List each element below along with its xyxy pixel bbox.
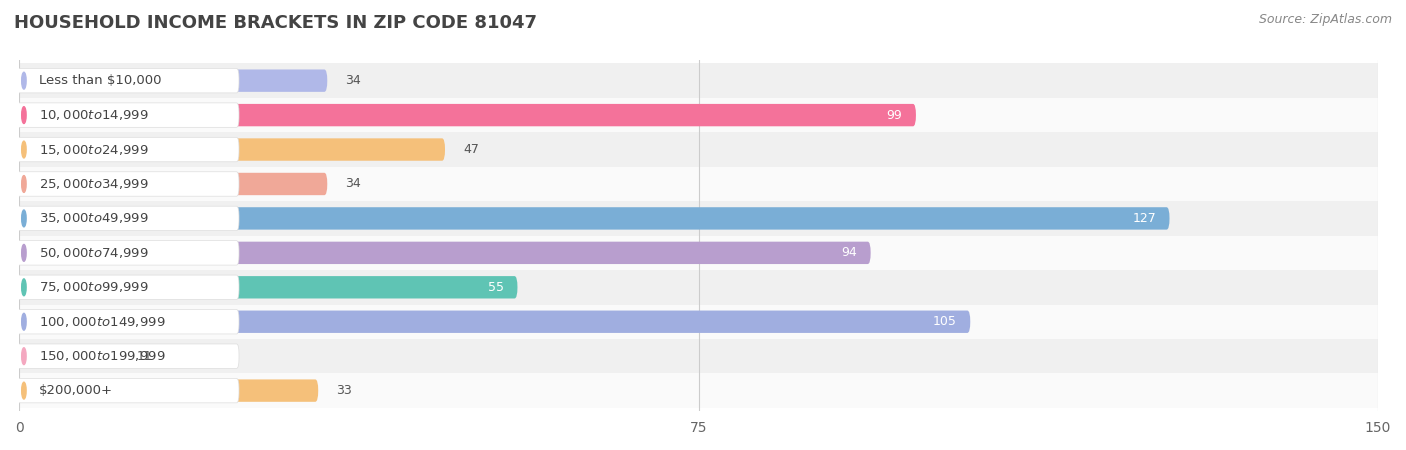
Text: $150,000 to $199,999: $150,000 to $199,999 — [39, 349, 166, 363]
Text: 99: 99 — [887, 108, 903, 122]
Text: $50,000 to $74,999: $50,000 to $74,999 — [39, 246, 149, 260]
Circle shape — [21, 72, 27, 89]
FancyBboxPatch shape — [20, 201, 1378, 236]
Text: Source: ZipAtlas.com: Source: ZipAtlas.com — [1258, 14, 1392, 27]
Text: 105: 105 — [932, 315, 956, 328]
Text: $15,000 to $24,999: $15,000 to $24,999 — [39, 143, 149, 157]
FancyBboxPatch shape — [20, 63, 1378, 98]
Text: 34: 34 — [346, 177, 361, 190]
FancyBboxPatch shape — [20, 138, 446, 161]
Text: 33: 33 — [336, 384, 352, 397]
FancyBboxPatch shape — [20, 207, 1170, 230]
Text: 34: 34 — [346, 74, 361, 87]
FancyBboxPatch shape — [20, 69, 328, 92]
Text: 47: 47 — [463, 143, 479, 156]
FancyBboxPatch shape — [20, 310, 970, 333]
FancyBboxPatch shape — [20, 236, 1378, 270]
Text: $200,000+: $200,000+ — [39, 384, 114, 397]
Circle shape — [21, 279, 27, 296]
FancyBboxPatch shape — [20, 339, 1378, 374]
FancyBboxPatch shape — [10, 206, 239, 231]
FancyBboxPatch shape — [20, 242, 870, 264]
FancyBboxPatch shape — [20, 305, 1378, 339]
FancyBboxPatch shape — [10, 344, 239, 369]
Circle shape — [21, 176, 27, 192]
Text: HOUSEHOLD INCOME BRACKETS IN ZIP CODE 81047: HOUSEHOLD INCOME BRACKETS IN ZIP CODE 81… — [14, 14, 537, 32]
Text: $100,000 to $149,999: $100,000 to $149,999 — [39, 315, 166, 329]
FancyBboxPatch shape — [10, 378, 239, 403]
Circle shape — [21, 107, 27, 123]
FancyBboxPatch shape — [20, 276, 517, 298]
FancyBboxPatch shape — [10, 275, 239, 300]
Text: 94: 94 — [841, 246, 858, 259]
FancyBboxPatch shape — [10, 172, 239, 196]
Text: Less than $10,000: Less than $10,000 — [39, 74, 162, 87]
Text: 127: 127 — [1132, 212, 1156, 225]
FancyBboxPatch shape — [20, 104, 915, 126]
Circle shape — [21, 382, 27, 399]
Circle shape — [21, 348, 27, 365]
Text: $75,000 to $99,999: $75,000 to $99,999 — [39, 280, 149, 294]
Text: $35,000 to $49,999: $35,000 to $49,999 — [39, 212, 149, 225]
FancyBboxPatch shape — [20, 270, 1378, 305]
FancyBboxPatch shape — [20, 379, 318, 402]
FancyBboxPatch shape — [10, 241, 239, 265]
FancyBboxPatch shape — [20, 173, 328, 195]
Circle shape — [21, 141, 27, 158]
Circle shape — [21, 210, 27, 227]
Circle shape — [21, 313, 27, 330]
FancyBboxPatch shape — [20, 167, 1378, 201]
FancyBboxPatch shape — [20, 132, 1378, 167]
FancyBboxPatch shape — [10, 310, 239, 334]
Text: $10,000 to $14,999: $10,000 to $14,999 — [39, 108, 149, 122]
Circle shape — [21, 244, 27, 261]
Text: 55: 55 — [488, 281, 503, 294]
FancyBboxPatch shape — [20, 374, 1378, 408]
FancyBboxPatch shape — [10, 103, 239, 127]
Text: 11: 11 — [138, 350, 153, 363]
FancyBboxPatch shape — [20, 345, 120, 367]
Text: $25,000 to $34,999: $25,000 to $34,999 — [39, 177, 149, 191]
FancyBboxPatch shape — [10, 137, 239, 162]
FancyBboxPatch shape — [10, 68, 239, 93]
FancyBboxPatch shape — [20, 98, 1378, 132]
